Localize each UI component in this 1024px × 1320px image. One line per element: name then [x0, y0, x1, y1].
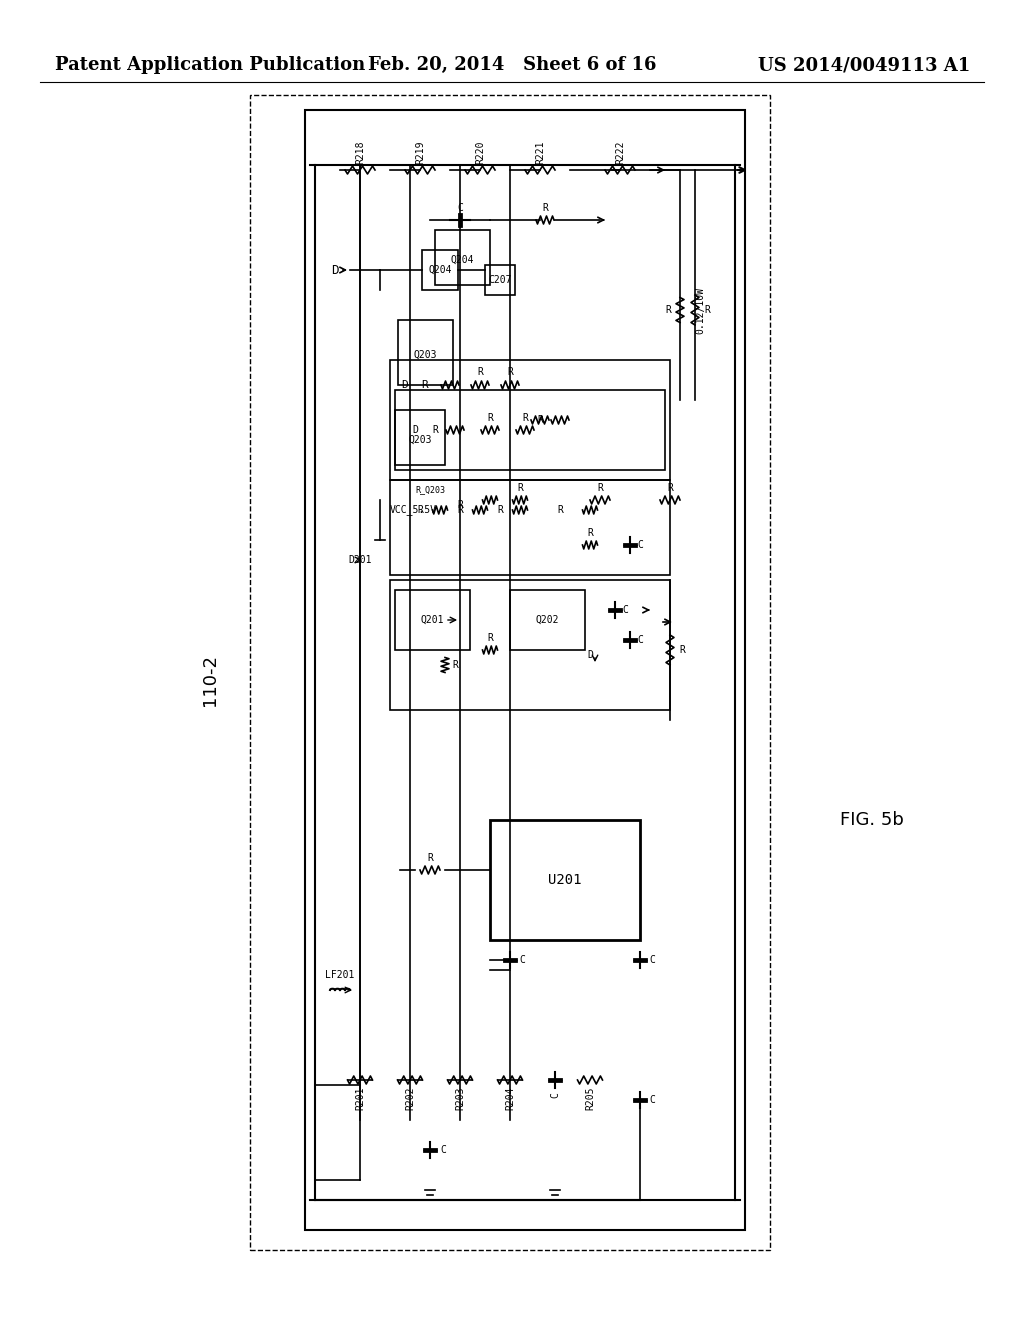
- Text: R: R: [667, 483, 673, 492]
- Text: R: R: [497, 506, 503, 515]
- Text: R: R: [422, 380, 428, 389]
- Text: R: R: [537, 414, 543, 425]
- Text: 0.12/10W: 0.12/10W: [695, 286, 705, 334]
- Text: Patent Application Publication: Patent Application Publication: [55, 55, 366, 74]
- Bar: [390, 360, 670, 480]
- Bar: [422, 249, 458, 290]
- Text: R: R: [432, 425, 438, 436]
- Text: R: R: [679, 645, 685, 655]
- Text: R218: R218: [355, 140, 365, 164]
- Text: D201: D201: [348, 554, 372, 565]
- Text: C: C: [649, 954, 655, 965]
- Text: Q204: Q204: [428, 265, 452, 275]
- Text: Q204: Q204: [451, 255, 474, 265]
- Text: 110-2: 110-2: [201, 653, 219, 706]
- Text: R: R: [487, 413, 493, 422]
- Text: C: C: [550, 1092, 560, 1098]
- Text: C: C: [457, 203, 463, 213]
- Text: FIG. 5b: FIG. 5b: [840, 810, 904, 829]
- Text: R220: R220: [475, 140, 485, 164]
- Bar: [305, 110, 745, 1230]
- Text: R: R: [457, 506, 463, 515]
- Text: R: R: [517, 483, 523, 492]
- Bar: [395, 411, 445, 465]
- Text: D: D: [587, 649, 593, 660]
- Text: R: R: [477, 367, 483, 378]
- Bar: [490, 820, 640, 940]
- Text: Q202: Q202: [536, 615, 559, 624]
- Text: VCC_5.5V: VCC_5.5V: [390, 504, 437, 515]
- Bar: [435, 230, 490, 285]
- Text: R: R: [542, 203, 548, 213]
- Text: R205: R205: [585, 1086, 595, 1110]
- Bar: [395, 389, 665, 470]
- Text: R204: R204: [505, 1086, 515, 1110]
- Text: R: R: [417, 506, 423, 515]
- Text: R222: R222: [615, 140, 625, 164]
- Text: D: D: [331, 264, 339, 276]
- Bar: [390, 480, 670, 576]
- Text: Q203: Q203: [409, 436, 432, 445]
- Text: R219: R219: [415, 140, 425, 164]
- Text: US 2014/0049113 A1: US 2014/0049113 A1: [758, 55, 970, 74]
- Text: R: R: [587, 528, 593, 539]
- Text: C: C: [637, 540, 643, 550]
- Bar: [398, 319, 453, 385]
- Text: R: R: [452, 660, 458, 671]
- Text: R: R: [557, 506, 563, 515]
- Text: Q203: Q203: [414, 350, 437, 360]
- Text: U201: U201: [548, 873, 582, 887]
- Text: R: R: [705, 305, 710, 315]
- Bar: [485, 265, 515, 294]
- Text: R: R: [597, 483, 603, 492]
- Text: C207: C207: [488, 275, 512, 285]
- Bar: [510, 590, 585, 649]
- Text: C: C: [519, 954, 525, 965]
- Text: R: R: [457, 500, 463, 510]
- Text: R: R: [665, 305, 671, 315]
- Text: R201: R201: [355, 1086, 365, 1110]
- Text: R: R: [522, 413, 528, 422]
- Text: C: C: [440, 1144, 445, 1155]
- Text: Q201: Q201: [420, 615, 443, 624]
- Text: R203: R203: [455, 1086, 465, 1110]
- Text: LF201: LF201: [326, 970, 354, 979]
- Text: R221: R221: [535, 140, 545, 164]
- Bar: [390, 579, 670, 710]
- Bar: [395, 590, 470, 649]
- Text: C: C: [649, 1096, 655, 1105]
- Text: C: C: [637, 635, 643, 645]
- Text: R: R: [507, 367, 513, 378]
- Text: R202: R202: [406, 1086, 415, 1110]
- Text: R: R: [487, 634, 493, 643]
- Text: D: D: [401, 380, 409, 389]
- Bar: [250, 95, 770, 1250]
- Text: R: R: [427, 853, 433, 863]
- Text: R_Q203: R_Q203: [415, 486, 445, 495]
- Text: D: D: [412, 425, 418, 436]
- Text: C: C: [622, 605, 628, 615]
- Text: Feb. 20, 2014   Sheet 6 of 16: Feb. 20, 2014 Sheet 6 of 16: [368, 55, 656, 74]
